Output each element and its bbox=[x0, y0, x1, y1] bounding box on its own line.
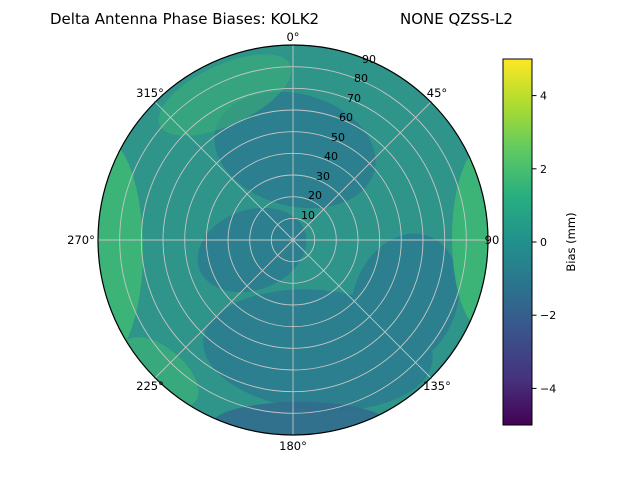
polar-outline bbox=[97, 44, 489, 436]
radial-tick-label-50: 50 bbox=[331, 131, 345, 144]
contour-dark-region-right bbox=[350, 233, 460, 367]
radial-tick-label-70: 70 bbox=[347, 92, 361, 105]
contour-light-region-northwest bbox=[158, 54, 292, 136]
colorbar-gradient bbox=[502, 58, 533, 426]
angular-tick-labels: 0° 45° 90 135° 180° 225° 270° 315° bbox=[67, 30, 499, 453]
contour-light-region-southwest bbox=[121, 337, 199, 407]
polar-grid-spokes bbox=[98, 45, 488, 435]
colorbar-tick-labels: 4 2 0 −2 −4 bbox=[540, 90, 556, 396]
radial-tick-label-20: 20 bbox=[308, 189, 322, 202]
radial-tick-label-60: 60 bbox=[339, 111, 353, 124]
colorbar-tick-label-4: 4 bbox=[540, 90, 547, 103]
polar-plot-area bbox=[97, 44, 489, 436]
colorbar-tick-label-m2: −2 bbox=[540, 309, 556, 322]
radial-tick-label-80: 80 bbox=[354, 72, 368, 85]
angular-tick-label-135: 135° bbox=[423, 379, 451, 393]
angular-tick-label-315: 315° bbox=[136, 86, 164, 100]
radial-tick-label-30: 30 bbox=[316, 170, 330, 183]
angular-tick-label-45: 45° bbox=[427, 86, 447, 100]
colorbar-tick-marks bbox=[532, 95, 537, 389]
radial-tick-label-40: 40 bbox=[324, 150, 338, 163]
figure-title-right: NONE QZSS-L2 bbox=[400, 10, 513, 28]
angular-tick-label-270: 270° bbox=[67, 233, 95, 247]
contour-dark-region-top bbox=[214, 91, 376, 209]
colorbar: 4 2 0 −2 −4 Bias (mm) bbox=[502, 58, 578, 426]
radial-tick-label-10: 10 bbox=[301, 209, 315, 222]
colorbar-tick-label-2: 2 bbox=[540, 163, 547, 176]
contour-light-region-east bbox=[452, 146, 488, 330]
angular-tick-label-180: 180° bbox=[279, 439, 307, 453]
colorbar-axis-label: Bias (mm) bbox=[564, 212, 578, 271]
angular-tick-label-225: 225° bbox=[136, 379, 164, 393]
contour-light-region-west bbox=[98, 138, 143, 362]
radial-tick-label-90: 90 bbox=[362, 53, 376, 66]
contour-deep-region-bottom-rim bbox=[212, 402, 388, 435]
colorbar-tick-label-m4: −4 bbox=[540, 382, 556, 395]
angular-tick-label-0: 0° bbox=[286, 30, 299, 44]
colorbar-tick-label-0: 0 bbox=[540, 236, 547, 249]
figure-title-left: Delta Antenna Phase Biases: KOLK2 bbox=[50, 10, 319, 28]
radial-tick-labels: 10 20 30 40 50 60 70 80 90 bbox=[301, 53, 376, 222]
angular-tick-label-90: 90 bbox=[485, 233, 500, 247]
contour-dark-region-center bbox=[197, 207, 307, 293]
